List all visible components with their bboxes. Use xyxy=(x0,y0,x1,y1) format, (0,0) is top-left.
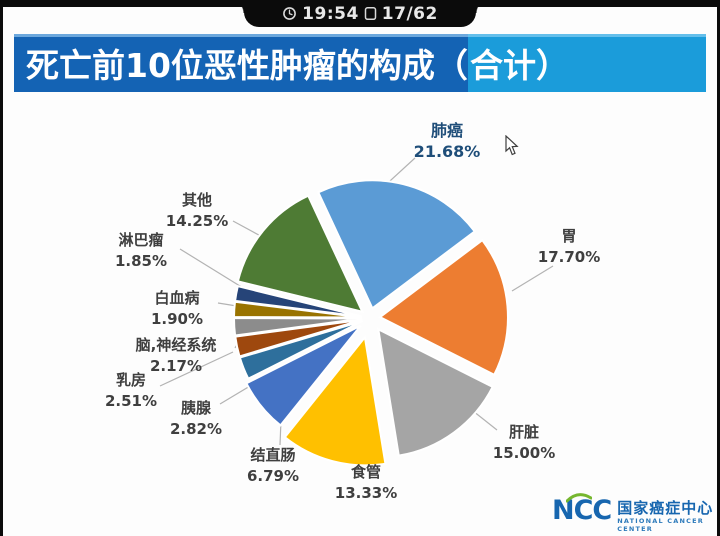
slice-label-percent: 2.51% xyxy=(104,392,158,410)
slice-label-name: 其他 xyxy=(181,191,213,209)
slice-label-percent: 13.33% xyxy=(334,484,398,502)
slide-title-banner: 死亡前10位恶性肿瘤的构成（ 合计） xyxy=(14,34,706,92)
slice-label-2: 肝脏 15.00% xyxy=(493,422,555,464)
ncc-logo-abbr: NCC xyxy=(552,495,612,526)
mouse-cursor xyxy=(505,135,519,156)
slice-label-percent: 1.90% xyxy=(150,310,204,328)
slice-label-3: 食管 13.33% xyxy=(335,462,397,504)
slice-label-name: 胃 xyxy=(561,227,577,245)
slice-label-name: 淋巴瘤 xyxy=(118,231,164,249)
slice-label-10: 其他 14.25% xyxy=(166,190,228,232)
slice-label-name: 肝脏 xyxy=(508,423,540,441)
slice-label-5: 胰腺 2.82% xyxy=(170,398,222,440)
pie-slice-7[interactable] xyxy=(232,317,363,337)
status-pill: 19:54 17/62 xyxy=(231,0,489,27)
pie-slice-9[interactable] xyxy=(233,284,363,318)
pie-slice-3[interactable] xyxy=(283,334,387,467)
slice-label-8: 白血病 1.90% xyxy=(151,288,203,330)
slice-label-percent: 1.85% xyxy=(114,252,168,270)
slice-label-9: 淋巴瘤 1.85% xyxy=(115,230,167,272)
status-page-counter: 17/62 xyxy=(381,3,438,24)
leader-line xyxy=(511,265,554,292)
leader-line xyxy=(159,351,234,387)
leader-line xyxy=(179,248,249,292)
slice-label-percent: 17.70% xyxy=(537,248,601,266)
slice-label-name: 胰腺 xyxy=(180,399,212,417)
right-black-strip xyxy=(717,0,720,536)
slice-label-4: 结直肠 6.79% xyxy=(247,445,299,487)
pie-slice-4[interactable] xyxy=(245,324,362,427)
page-icon xyxy=(364,6,377,21)
slice-label-percent: 21.68% xyxy=(413,142,481,161)
status-time: 19:54 xyxy=(302,3,359,24)
slice-label-name: 白血病 xyxy=(154,289,200,307)
ncc-logo-mark: NCC xyxy=(552,493,612,526)
slice-label-1: 胃 17.70% xyxy=(538,226,600,268)
slice-label-name: 乳房 xyxy=(115,371,147,389)
pie-slice-6[interactable] xyxy=(234,318,363,358)
clock-icon xyxy=(282,6,297,21)
pie-slice-10[interactable] xyxy=(236,194,365,314)
ncc-logo-name-cn: 国家癌症中心 xyxy=(617,499,714,517)
ncc-swoosh-icon xyxy=(566,493,592,503)
slice-label-name: 食管 xyxy=(350,463,382,481)
pie-slice-1[interactable] xyxy=(378,238,509,377)
slide-title-text: 死亡前10位恶性肿瘤的构成（ xyxy=(26,46,468,85)
slice-label-percent: 15.00% xyxy=(492,444,556,462)
slice-label-7: 脑,神经系统 2.17% xyxy=(136,335,217,377)
slice-label-6: 乳房 2.51% xyxy=(105,370,157,412)
slice-label-percent: 2.82% xyxy=(169,420,223,438)
slice-label-percent: 14.25% xyxy=(165,212,229,230)
ncc-logo: NCC 国家癌症中心 NATIONAL CANCER CENTER xyxy=(552,493,720,533)
slice-label-0: 肺癌 21.68% xyxy=(414,120,481,162)
ncc-logo-name-en: NATIONAL CANCER CENTER xyxy=(617,517,704,533)
slice-label-percent: 2.17% xyxy=(149,357,203,375)
slice-label-name: 脑,神经系统 xyxy=(135,336,217,354)
left-black-strip xyxy=(0,0,3,536)
pie-slice-5[interactable] xyxy=(238,320,364,381)
slice-label-percent: 6.79% xyxy=(246,467,300,485)
slice-label-name: 结直肠 xyxy=(250,446,296,464)
slide-title-highlight: 合计） xyxy=(467,34,706,92)
slice-label-name: 肺癌 xyxy=(430,121,464,140)
pie-slice-0[interactable] xyxy=(316,179,477,310)
pie-slice-2[interactable] xyxy=(376,327,494,457)
